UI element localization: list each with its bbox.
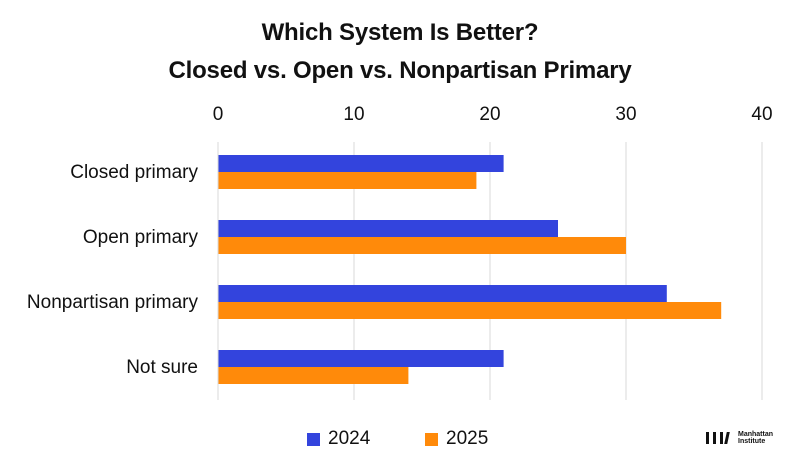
bar-2024-nonpartisan-primary [218,285,667,302]
bar-2025-not-sure [218,367,409,384]
x-tick-label-30: 30 [615,104,636,125]
chart-title-line-2: Closed vs. Open vs. Nonpartisan Primary [168,57,632,84]
x-tick-label-20: 20 [479,104,500,125]
bar-2024-open-primary [218,220,558,237]
chart-title: Which System Is Better? Closed vs. Open … [0,14,800,90]
legend-item-2025: 2025 [425,428,488,450]
legend-label-2025: 2025 [446,428,489,449]
legend-item-2024: 2024 [307,428,370,450]
bar-2025-nonpartisan-primary [218,302,722,319]
bar-2024-not-sure [218,350,504,367]
logo-text: Manhattan Institute [738,431,773,445]
legend-label-2024: 2024 [328,428,371,449]
bar-2025-open-primary [218,237,626,254]
category-label-nonpartisan-primary: Nonpartisan primary [27,292,199,313]
x-tick-label-0: 0 [213,104,224,125]
category-label-not-sure: Not sure [126,357,198,378]
x-tick-label-40: 40 [751,104,772,125]
legend: 2024 2025 [0,428,800,452]
legend-swatch-2024 [307,432,320,446]
manhattan-institute-logo-mark-icon [706,432,730,444]
x-tick-label-10: 10 [343,104,364,125]
manhattan-institute-logo: Manhattan Institute [706,429,788,447]
legend-swatch-2025 [425,432,438,446]
bar-2024-closed-primary [218,155,504,172]
category-label-closed-primary: Closed primary [70,162,198,183]
category-label-open-primary: Open primary [83,227,199,248]
chart-title-line-1: Which System Is Better? [261,19,539,46]
bar-2025-closed-primary [218,172,477,189]
